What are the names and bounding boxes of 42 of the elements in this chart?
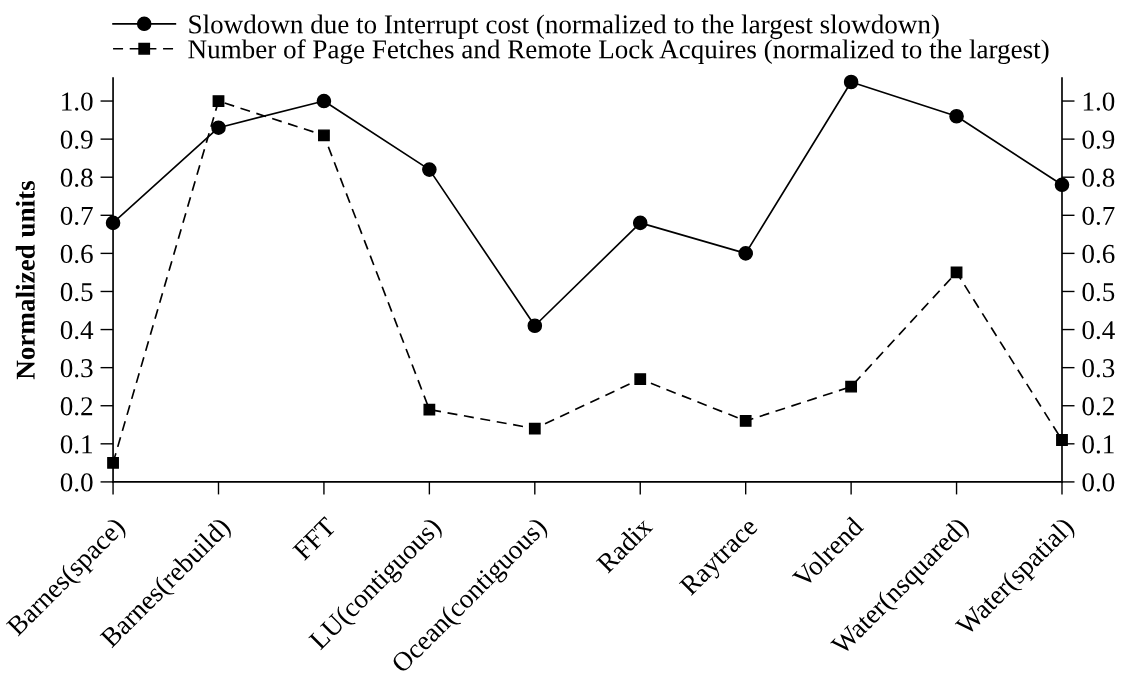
legend-label: Number of Page Fetches and Remote Lock Acquires (normalized to the largest)	[188, 39, 1049, 65]
point	[318, 129, 330, 142]
point	[845, 380, 858, 393]
point	[634, 373, 647, 385]
y2-tick-label: 0.3	[1082, 359, 1115, 378]
point	[423, 403, 436, 416]
point	[738, 246, 753, 261]
y-tick-label: 1.0	[62, 92, 93, 111]
y-tick-label: 0.1	[60, 435, 92, 454]
point	[843, 74, 859, 90]
y-tick-label: 0.6	[60, 244, 93, 264]
y-tick-label: 0.8	[60, 168, 93, 187]
y2-tick-label: 0.7	[1082, 206, 1115, 226]
point	[422, 162, 437, 177]
y-tick-label: 0.2	[60, 397, 93, 416]
point	[105, 215, 121, 231]
y2-tick-label: 0.2	[1082, 397, 1114, 416]
point	[528, 422, 541, 435]
y-tick-label: 0.7	[60, 206, 93, 226]
point	[739, 415, 752, 427]
point	[527, 318, 543, 334]
y2-tick-label: 0.9	[1082, 130, 1115, 149]
y2-tick-label: 0.5	[1082, 282, 1115, 302]
y-tick-label: 0.9	[60, 130, 93, 149]
point	[632, 215, 648, 231]
y2-tick-label: 1.0	[1083, 92, 1115, 111]
y2-tick-label: 0.8	[1082, 168, 1115, 187]
y-tick-label: 0.0	[60, 473, 93, 492]
legend-label: Slowdown due to Interrupt cost (normalized to the largest slowdown)	[189, 14, 939, 40]
y2-tick-label: 0.0	[1082, 473, 1115, 492]
y2-tick-label: 0.4	[1082, 320, 1115, 340]
y2-tick-label: 0.6	[1082, 244, 1115, 264]
y-tick-label: 0.4	[60, 320, 94, 340]
point	[212, 95, 225, 107]
y2-tick-label: 0.1	[1082, 435, 1114, 454]
point	[211, 120, 226, 135]
point	[316, 93, 332, 109]
y-tick-label: 0.5	[60, 282, 93, 302]
point	[949, 108, 964, 124]
y-tick-label: 0.3	[60, 359, 93, 378]
y-axis-title: Normalized units	[15, 181, 35, 380]
point	[107, 456, 119, 469]
